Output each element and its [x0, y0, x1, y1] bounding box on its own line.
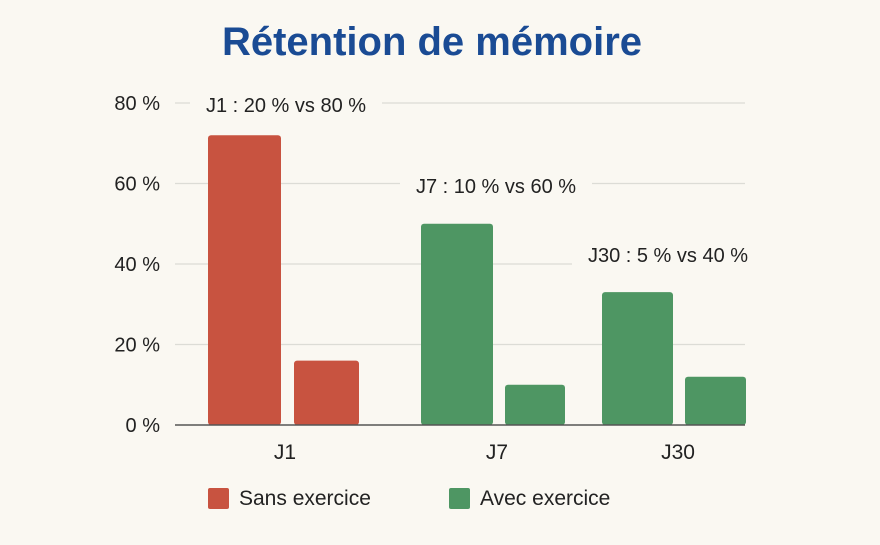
- bar-j30-avec-exercice: [685, 376, 746, 425]
- y-tick-label: 60 %: [114, 174, 160, 196]
- bar-j1-sans-exercice: [208, 135, 281, 425]
- legend: Sans exercice Avec exercice: [208, 487, 610, 510]
- annotations: J1 : 20 % vs 80 % J7 : 10 % vs 60 % J30 : …: [190, 90, 764, 270]
- annotation-j1: J1 : 20 % vs 80 %: [206, 95, 366, 117]
- annotation-background: [572, 240, 764, 270]
- x-tick-label: J7: [486, 441, 508, 464]
- bar-j1-avec-exercice: [294, 360, 359, 425]
- annotation-j7: J7 : 10 % vs 60 %: [416, 176, 576, 198]
- x-tick-label: J30: [661, 441, 695, 464]
- legend-swatch-avec-exercice: [449, 488, 470, 509]
- annotation-j30: J30 : 5 % vs 40 %: [588, 245, 748, 267]
- bar-j30-sans-exercice: [602, 292, 673, 425]
- x-axis-ticks: J1 J7 J30: [274, 441, 695, 464]
- y-axis-ticks: 0 % 20 % 40 % 60 % 80 %: [114, 93, 160, 437]
- x-tick-label: J1: [274, 441, 296, 464]
- legend-label: Sans exercice: [239, 487, 371, 510]
- y-tick-label: 80 %: [114, 93, 160, 115]
- bar-j7-sans-exercice: [421, 223, 493, 425]
- y-tick-label: 20 %: [114, 335, 160, 357]
- bars: [208, 135, 746, 425]
- bar-j7-avec-exercice: [505, 384, 565, 425]
- chart-title: Rétention de mémoire: [222, 20, 642, 64]
- y-tick-label: 0 %: [126, 415, 161, 437]
- annotation-background: [190, 90, 382, 120]
- legend-swatch-sans-exercice: [208, 488, 229, 509]
- annotation-background: [400, 171, 592, 201]
- y-tick-label: 40 %: [114, 254, 160, 276]
- legend-label: Avec exercice: [480, 487, 610, 510]
